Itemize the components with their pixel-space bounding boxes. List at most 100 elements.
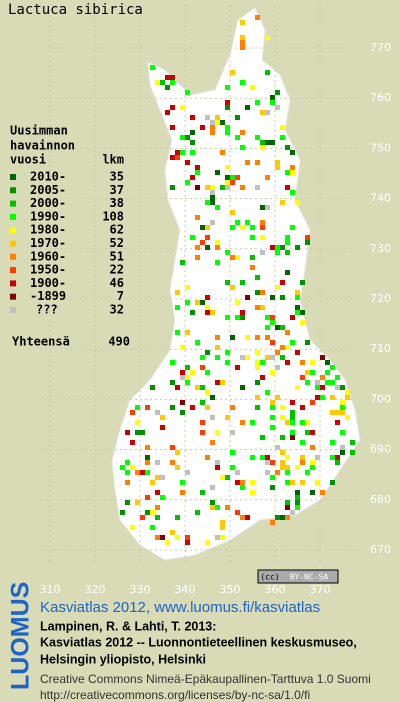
occurrence — [290, 170, 295, 175]
occurrence — [180, 410, 185, 415]
y-label: 750 — [370, 141, 391, 154]
occurrence — [300, 455, 305, 460]
occurrence — [290, 190, 295, 195]
occurrence — [230, 210, 235, 215]
occurrence — [205, 305, 210, 310]
occurrence — [270, 140, 275, 145]
occurrence — [225, 105, 230, 110]
occurrence — [330, 440, 335, 445]
occurrence — [270, 315, 275, 320]
occurrence — [225, 475, 230, 480]
legend-swatch — [10, 213, 16, 220]
occurrence — [255, 350, 260, 355]
occurrence — [195, 510, 200, 515]
occurrence — [180, 400, 185, 405]
occurrence — [205, 185, 210, 190]
occurrence — [165, 540, 170, 545]
occurrence — [235, 480, 240, 485]
y-label: 700 — [370, 392, 391, 405]
occurrence — [265, 70, 270, 75]
occurrence — [290, 510, 295, 515]
occurrence — [310, 360, 315, 365]
citation: Kasviatlas 2012 -- Luonnontieteellinen k… — [40, 635, 357, 649]
occurrence — [285, 360, 290, 365]
site-link[interactable]: Kasviatlas 2012, www.luomus.fi/kasviatla… — [40, 599, 320, 616]
occurrence — [195, 245, 200, 250]
occurrence — [295, 350, 300, 355]
legend-column: vuosi — [10, 153, 46, 167]
occurrence — [260, 110, 265, 115]
occurrence — [300, 310, 305, 315]
occurrence — [215, 460, 220, 465]
occurrence — [265, 460, 270, 465]
occurrence — [120, 465, 125, 470]
legend-total: 490 — [108, 335, 130, 349]
occurrence — [280, 355, 285, 360]
occurrence — [320, 395, 325, 400]
occurrence — [240, 420, 245, 425]
x-label: 360 — [265, 583, 286, 596]
occurrence — [250, 255, 255, 260]
occurrence — [280, 295, 285, 300]
occurrence — [210, 125, 215, 130]
map-title: Lactuca sibirica — [8, 2, 143, 18]
occurrence — [210, 500, 215, 505]
occurrence — [340, 445, 345, 450]
occurrence — [135, 500, 140, 505]
occurrence — [300, 420, 305, 425]
occurrence — [300, 360, 305, 365]
occurrence — [290, 435, 295, 440]
occurrence — [200, 240, 205, 245]
occurrence — [270, 340, 275, 345]
license-url[interactable]: http://creativecommons.org/licenses/by-n… — [40, 688, 310, 702]
occurrence — [210, 395, 215, 400]
occurrence — [310, 400, 315, 405]
occurrence — [235, 470, 240, 475]
occurrence — [270, 295, 275, 300]
occurrence — [125, 500, 130, 505]
occurrence — [180, 370, 185, 375]
y-label: 670 — [370, 543, 391, 556]
occurrence — [145, 455, 150, 460]
occurrence — [170, 125, 175, 130]
occurrence — [155, 490, 160, 495]
occurrence — [175, 450, 180, 455]
occurrence — [230, 465, 235, 470]
occurrence — [240, 515, 245, 520]
occurrence — [300, 480, 305, 485]
occurrence — [195, 215, 200, 220]
occurrence — [265, 470, 270, 475]
occurrence — [320, 375, 325, 380]
occurrence — [180, 260, 185, 265]
occurrence — [220, 475, 225, 480]
occurrence — [215, 430, 220, 435]
occurrence — [165, 85, 170, 90]
occurrence — [275, 515, 280, 520]
occurrence — [245, 515, 250, 520]
occurrence — [210, 195, 215, 200]
occurrence — [215, 535, 220, 540]
occurrence — [185, 470, 190, 475]
occurrence — [225, 175, 230, 180]
occurrence — [205, 390, 210, 395]
occurrence — [290, 315, 295, 320]
occurrence — [290, 225, 295, 230]
logo: LUOMUS — [7, 582, 35, 690]
occurrence — [270, 425, 275, 430]
occurrence — [185, 365, 190, 370]
legend-count: 38 — [110, 196, 124, 210]
occurrence — [295, 505, 300, 510]
legend-count: 35 — [110, 170, 124, 184]
occurrence — [255, 135, 260, 140]
occurrence — [315, 455, 320, 460]
citation: Lampinen, R. & Lahti, T. 2013: — [40, 619, 216, 633]
occurrence — [135, 430, 140, 435]
occurrence — [220, 520, 225, 525]
occurrence — [240, 480, 245, 485]
occurrence — [305, 470, 310, 475]
occurrence — [275, 395, 280, 400]
occurrence — [165, 110, 170, 115]
occurrence — [230, 225, 235, 230]
occurrence — [290, 415, 295, 420]
